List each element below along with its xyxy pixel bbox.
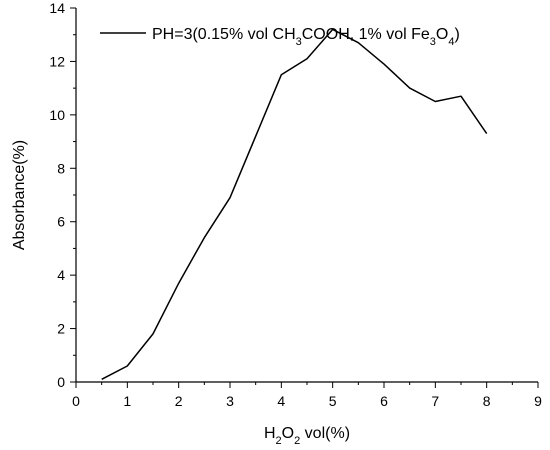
x-tick-label: 6 — [380, 393, 388, 409]
x-tick-label: 0 — [72, 393, 80, 409]
y-tick-label: 12 — [49, 53, 65, 69]
x-axis-title: H2O2 vol(%) — [264, 425, 350, 447]
x-tick-label: 9 — [534, 393, 542, 409]
y-tick-label: 4 — [57, 267, 65, 283]
axis-titles: H2O2 vol(%) Absorbance(%) — [11, 140, 350, 447]
axes — [75, 8, 538, 383]
y-tick-label: 0 — [57, 374, 65, 390]
x-tick-label: 8 — [483, 393, 491, 409]
legend-entry: PH=3(0.15% vol CH3COOH, 1% vol Fe3O4) — [152, 26, 460, 48]
y-tick-label: 10 — [49, 107, 65, 123]
y-tick-label: 6 — [57, 214, 65, 230]
x-tick-label: 5 — [329, 393, 337, 409]
x-tick-label: 4 — [277, 393, 285, 409]
x-tick-label: 7 — [431, 393, 439, 409]
y-axis-title: Absorbance(%) — [11, 140, 28, 250]
legend: PH=3(0.15% vol CH3COOH, 1% vol Fe3O4) — [100, 26, 460, 48]
x-tick-label: 1 — [123, 393, 131, 409]
y-tick-label: 2 — [57, 321, 65, 337]
x-tick-label: 3 — [226, 393, 234, 409]
x-tick-label: 2 — [175, 393, 183, 409]
y-tick-label: 8 — [57, 160, 65, 176]
series — [101, 28, 488, 380]
series-line — [101, 28, 488, 380]
y-tick-label: 14 — [49, 0, 65, 16]
